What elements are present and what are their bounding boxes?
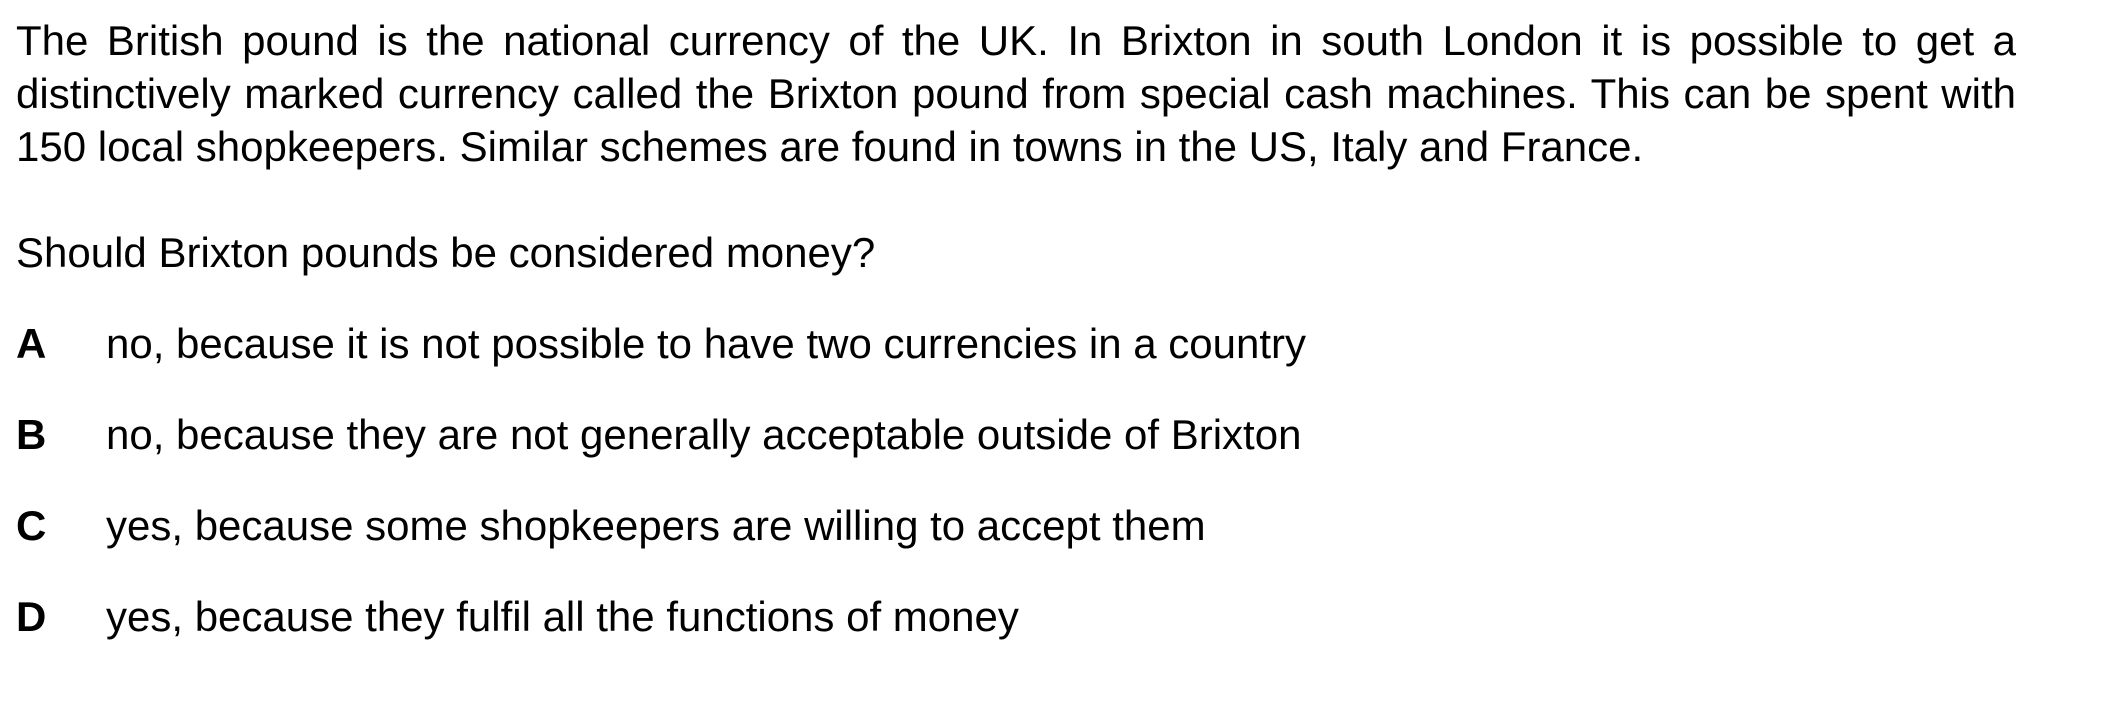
question-page: The British pound is the national curren…	[16, 14, 2016, 681]
option-text: yes, because some shopkeepers are willin…	[106, 502, 1206, 549]
option-letter: D	[16, 593, 47, 640]
option-c[interactable]: C yes, because some shopkeepers are will…	[16, 499, 2016, 552]
option-letter: C	[16, 502, 47, 549]
option-d[interactable]: D yes, because they fulfil all the funct…	[16, 590, 2016, 643]
question-stem: Should Brixton pounds be considered mone…	[16, 229, 876, 276]
option-text: yes, because they fulfil all the functio…	[106, 593, 1019, 640]
option-letter: A	[16, 320, 47, 367]
passage-text: The British pound is the national curren…	[16, 17, 2016, 170]
option-letter: B	[16, 411, 47, 458]
option-text: no, because it is not possible to have t…	[106, 320, 1306, 367]
option-a[interactable]: A no, because it is not possible to have…	[16, 317, 2016, 370]
answer-options: A no, because it is not possible to have…	[16, 317, 2016, 643]
option-b[interactable]: B no, because they are not generally acc…	[16, 408, 2016, 461]
option-text: no, because they are not generally accep…	[106, 411, 1302, 458]
